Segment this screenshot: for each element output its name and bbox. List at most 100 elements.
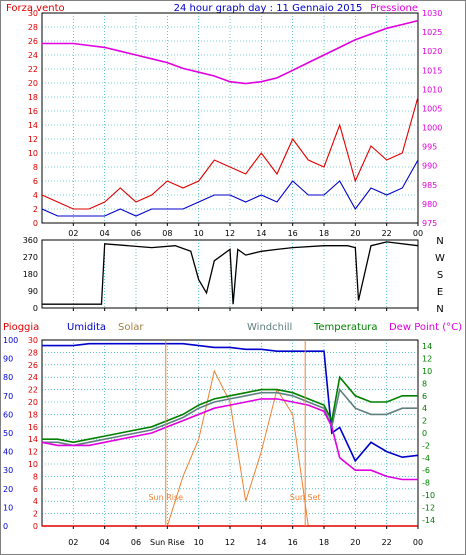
pressure-y-tick-label: 995 [422,143,437,152]
x-tick-label: 14 [256,538,266,547]
wind-y-tick-label: 22 [28,65,38,74]
x-tick-label: 06 [131,229,141,238]
x-tick-label: 12 [225,538,235,547]
x-tick-label: 02 [68,229,78,238]
wind-y-tick-label: 2 [33,205,38,214]
humidity-y-tick-label: 10 [3,503,13,512]
rain-y-tick-label: 8 [33,472,38,481]
series-dew-point [41,398,418,481]
series-raffica [41,96,419,210]
wind-y-tick-label: 24 [28,51,38,60]
wind-y-tick-label: 6 [33,177,38,186]
rain-y-tick-label: 6 [33,485,38,494]
rain-y-tick-label: 2 [33,510,38,519]
x-tick-label: 12 [225,229,235,238]
pressure-y-tick-label: 1000 [422,124,442,133]
temp-y-tick-label: 14 [422,342,432,351]
wind-title: Forza vento [6,3,65,14]
series-temperatura [42,375,418,444]
pressure-y-tick-label: 975 [422,219,437,228]
compass-label: E [437,287,443,298]
wind-y-tick-label: 14 [28,121,38,130]
x-tick-label: 04 [100,538,110,547]
compass-label: W [435,253,445,264]
rain-y-tick-label: 26 [28,361,38,370]
direction-y-tick-label: 360 [23,236,38,245]
humidity-y-tick-label: 0 [3,522,8,531]
wind-y-tick-label: 0 [33,219,38,228]
x-tick-label: 02 [68,538,78,547]
x-tick-label: 06 [131,538,141,547]
temp-y-tick-label: -4 [422,454,430,463]
humidity-y-tick-label: 70 [3,392,13,401]
x-tick-label: 00 [413,538,423,547]
wind-y-tick-label: 30 [28,9,38,18]
date-title: 24 hour graph day : 11 Gennaio 2015 [174,3,363,14]
x-tick-label: 20 [350,229,360,238]
temp-y-tick-label: -10 [422,491,435,500]
series-windchill [42,387,418,447]
humidity-y-tick-label: 40 [3,448,13,457]
rain-y-tick-label: 22 [28,386,38,395]
x-tick-label: 08 [162,229,172,238]
series-direction [42,241,419,305]
rain-y-tick-label: 12 [28,448,38,457]
wind-y-tick-label: 8 [33,163,38,172]
wind-y-tick-label: 10 [28,149,38,158]
humidity-y-tick-label: 20 [3,485,13,494]
rain-y-tick-label: 24 [28,373,38,382]
x-tick-label: 22 [382,229,392,238]
compass-label: S [437,270,443,281]
direction-y-tick-label: 90 [28,287,38,296]
direction-y-tick-label: 270 [23,253,38,262]
pressure-y-tick-label: 1020 [422,47,442,56]
pressure-y-tick-label: 1025 [422,28,442,37]
rain-y-tick-label: 16 [28,423,38,432]
x-tick-label: 22 [382,538,392,547]
series-vento-medio [41,159,419,217]
x-tick-label: 04 [100,229,110,238]
wind-chart: 3028262422201816141210864201030102510201… [28,9,443,238]
x-tick-label: 20 [350,538,360,547]
rain-y-tick-label: 18 [28,410,38,419]
direction-y-tick-label: 180 [23,270,38,279]
wind-y-tick-label: 20 [28,79,38,88]
x-tick-label: 18 [319,229,329,238]
temp-y-tick-label: -2 [422,441,430,450]
humidity-y-tick-label: 60 [3,410,13,419]
series-umidita [42,342,419,463]
dewpoint-label: Dew Point (°C) [389,322,462,333]
wind-y-tick-label: 16 [28,107,38,116]
humidity-y-tick-label: 80 [3,373,13,382]
direction-y-tick-label: 0 [33,304,38,313]
sun-set-label: Sun Set [290,493,321,502]
wind-y-tick-label: 18 [28,93,38,102]
wind-y-tick-label: 4 [33,191,38,200]
temp-y-tick-label: 12 [422,355,432,364]
pressure-y-tick-label: 1010 [422,85,442,94]
temp-y-tick-label: -14 [422,516,435,525]
temp-y-tick-label: 10 [422,367,432,376]
pressure-y-tick-label: 985 [422,181,437,190]
rain-y-tick-label: 20 [28,398,38,407]
series-pressione [42,19,419,85]
pressure-y-tick-label: 1005 [422,104,442,113]
pressure-y-tick-label: 1030 [422,9,442,18]
humidity-y-tick-label: 90 [3,355,13,364]
x-tick-label: 14 [256,229,266,238]
rain-y-tick-label: 0 [33,522,38,531]
x-tick-label: 10 [194,229,204,238]
temp-y-tick-label: -12 [422,503,435,512]
temp-y-tick-label: 2 [422,417,427,426]
wind-y-tick-label: 26 [28,37,38,46]
pressure-y-tick-label: 990 [422,162,437,171]
rain-y-tick-label: 10 [28,460,38,469]
wind-y-tick-label: 28 [28,23,38,32]
solar-label: Solar [118,322,144,333]
pressure-y-tick-label: 1015 [422,66,442,75]
x-tick-label: 16 [288,229,298,238]
compass-label: N [436,236,443,247]
